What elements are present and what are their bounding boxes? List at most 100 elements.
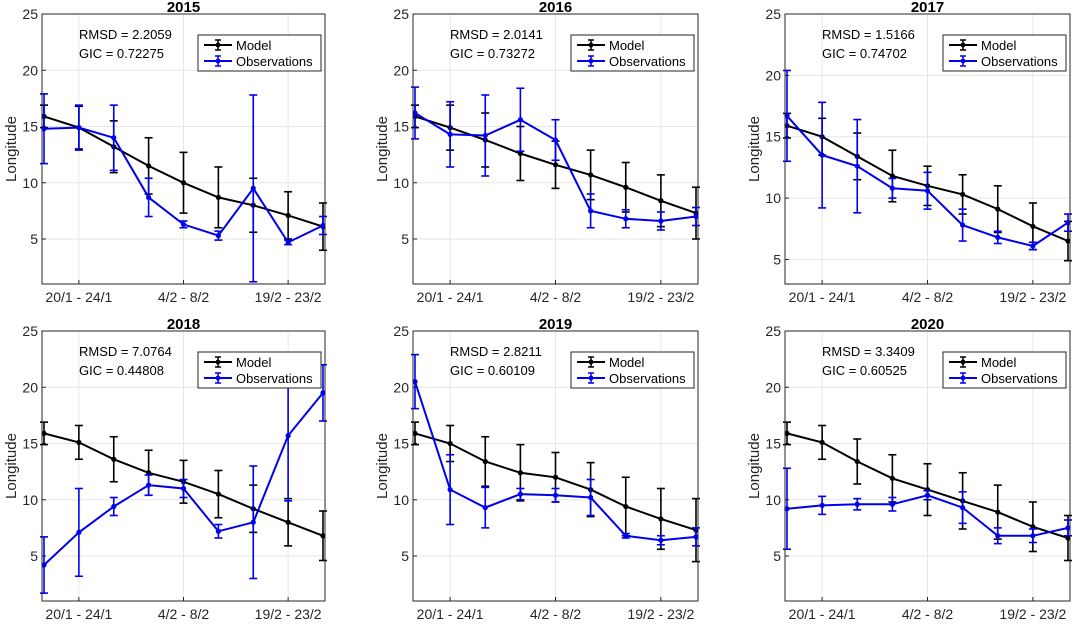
data-point [482,458,488,465]
y-tick-label: 20 [22,379,38,395]
data-point [552,492,559,498]
data-point [889,185,895,191]
legend-marker [588,359,594,365]
legend-item-observations: Observations [609,54,686,69]
axes-frame [784,13,1071,285]
data-point [889,475,895,481]
data-point [995,206,1001,212]
x-tick-label: 19/2 - 23/2 [255,606,322,622]
series-observations [411,86,700,231]
data-point [552,137,559,143]
chart-panel-2019: 5 10 15 20 25 20/1 - 24/1 4/2 - 8/2 19/2 - 23/2… [374,316,700,622]
data-point [76,125,82,131]
legend-item-observations: Observations [236,54,313,69]
legend-marker [960,58,966,64]
x-tick-label: 4/2 - 8/2 [902,606,954,622]
legend-item-observations: Observations [609,371,686,386]
legend-item-model: Model [981,355,1017,370]
axes-frame [784,330,1071,602]
data-point [819,439,825,445]
y-tick-label: 15 [22,119,38,135]
y-tick-label: 20 [765,379,781,395]
x-tick-label: 4/2 - 8/2 [530,289,582,305]
gic-text: GIC = 0.74702 [822,46,907,61]
y-axis-label: Longitude [746,116,763,182]
data-point [588,172,594,178]
data-point [180,221,187,227]
legend-marker [215,42,221,48]
chart-title: 2015 [167,0,200,16]
data-point [693,213,699,220]
chart-title: 2016 [539,0,572,16]
legend-marker [588,42,594,48]
data-point [960,505,966,511]
legend-marker [215,375,221,381]
data-point [482,505,488,511]
y-tick-label: 10 [393,175,409,191]
legend-marker [215,359,221,365]
series-observations [40,93,327,283]
y-tick-label: 20 [765,67,781,83]
y-axis-label: Longitude [374,116,391,182]
y-tick-label: 10 [765,190,781,206]
data-point [552,474,559,480]
data-point [658,198,664,204]
data-point [41,562,47,568]
legend-item-model: Model [981,38,1017,53]
legend-item-model: Model [609,38,645,53]
data-point [215,233,221,239]
y-tick-label: 15 [765,436,781,452]
legend-item-model: Model [236,355,272,370]
gic-text: GIC = 0.73272 [450,46,535,61]
data-point [215,194,221,200]
data-point [1065,525,1071,531]
x-tick-label: 19/2 - 23/2 [255,289,322,305]
data-point [924,188,931,194]
data-point [146,470,152,476]
data-point [1030,243,1036,249]
data-point [588,494,594,501]
chart-title: 2019 [539,316,572,333]
y-tick-label: 15 [22,436,38,452]
y-tick-label: 20 [22,62,38,78]
chart-title: 2020 [911,316,944,333]
data-point [146,482,152,488]
gic-text: GIC = 0.44808 [79,363,164,378]
series-observations [783,69,1072,251]
x-tick-label: 19/2 - 23/2 [627,289,694,305]
legend-marker [215,58,221,64]
y-tick-label: 20 [393,379,409,395]
rmsd-text: RMSD = 2.8211 [450,344,542,359]
data-point [180,180,187,186]
axes-frame [41,13,326,285]
data-point [412,430,418,436]
gic-text: GIC = 0.60525 [822,363,907,378]
data-point [517,117,523,123]
data-point [995,533,1001,539]
y-tick-label: 5 [30,231,38,247]
chart-panel-2015: 5 10 15 20 25 20/1 - 24/1 4/2 - 8/2 19/2 - 23/2… [3,0,327,305]
data-point [623,184,629,190]
data-point [412,110,418,116]
data-point [250,185,256,191]
data-point [41,126,47,132]
data-point [658,516,664,522]
gic-text: GIC = 0.60109 [450,363,535,378]
y-tick-label: 10 [765,492,781,508]
y-tick-label: 5 [773,548,781,564]
y-tick-label: 10 [22,492,38,508]
x-tick-label: 4/2 - 8/2 [530,606,582,622]
rmsd-text: RMSD = 2.0141 [450,27,543,42]
legend-marker [588,58,594,64]
gic-text: GIC = 0.72275 [79,46,164,61]
y-tick-label: 25 [765,6,781,22]
x-tick-label: 4/2 - 8/2 [158,606,210,622]
data-point [995,234,1001,240]
chart-panel-2020: 5 10 15 20 25 20/1 - 24/1 4/2 - 8/2 19/2 - 23/2… [746,316,1072,622]
y-tick-label: 10 [22,175,38,191]
data-point [889,173,895,179]
legend-item-observations: Observations [981,371,1058,386]
y-tick-label: 25 [393,323,409,339]
data-point [285,212,291,218]
